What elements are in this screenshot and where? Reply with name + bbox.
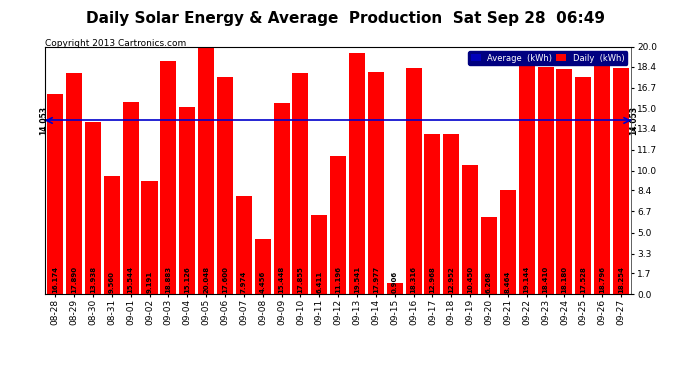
- Bar: [575, 78, 591, 294]
- Text: 17.528: 17.528: [580, 266, 586, 293]
- Bar: [443, 134, 460, 294]
- Bar: [349, 53, 365, 294]
- Text: 15.544: 15.544: [128, 266, 134, 293]
- Text: 9.191: 9.191: [146, 271, 152, 293]
- Text: 14.053: 14.053: [629, 106, 638, 135]
- Text: 12.968: 12.968: [429, 266, 435, 293]
- Bar: [141, 181, 157, 294]
- Text: 18.180: 18.180: [562, 266, 567, 293]
- Text: 18.410: 18.410: [542, 266, 549, 293]
- Text: 17.855: 17.855: [297, 266, 304, 293]
- Text: 10.450: 10.450: [467, 266, 473, 293]
- Text: 7.974: 7.974: [241, 271, 247, 293]
- Text: 15.126: 15.126: [184, 266, 190, 293]
- Bar: [47, 94, 63, 294]
- Bar: [556, 69, 573, 294]
- Bar: [66, 73, 82, 294]
- Text: 15.448: 15.448: [279, 266, 284, 293]
- Bar: [613, 69, 629, 294]
- Bar: [424, 134, 440, 294]
- Text: 18.883: 18.883: [166, 266, 171, 293]
- Bar: [386, 283, 403, 294]
- Text: 18.254: 18.254: [618, 266, 624, 293]
- Bar: [538, 66, 553, 294]
- Bar: [594, 62, 610, 294]
- Text: 13.938: 13.938: [90, 266, 96, 293]
- Text: Copyright 2013 Cartronics.com: Copyright 2013 Cartronics.com: [45, 39, 186, 48]
- Text: 9.560: 9.560: [109, 271, 115, 293]
- Text: 18.796: 18.796: [599, 266, 605, 293]
- Text: 17.977: 17.977: [373, 266, 379, 293]
- Text: 4.456: 4.456: [259, 271, 266, 293]
- Bar: [273, 103, 290, 294]
- Bar: [198, 46, 214, 294]
- Bar: [85, 122, 101, 294]
- Bar: [311, 215, 327, 294]
- Text: 19.144: 19.144: [524, 266, 530, 293]
- Bar: [160, 61, 177, 294]
- Text: 6.411: 6.411: [316, 271, 322, 293]
- Text: 8.464: 8.464: [505, 271, 511, 293]
- Bar: [500, 190, 516, 294]
- Bar: [406, 68, 422, 294]
- Legend: Average  (kWh), Daily  (kWh): Average (kWh), Daily (kWh): [468, 51, 627, 65]
- Text: 17.890: 17.890: [71, 266, 77, 293]
- Bar: [179, 107, 195, 294]
- Bar: [368, 72, 384, 294]
- Text: Daily Solar Energy & Average  Production  Sat Sep 28  06:49: Daily Solar Energy & Average Production …: [86, 11, 604, 26]
- Text: 19.541: 19.541: [354, 266, 360, 293]
- Text: 20.048: 20.048: [203, 266, 209, 293]
- Text: 11.196: 11.196: [335, 266, 341, 293]
- Bar: [462, 165, 478, 294]
- Text: 14.053: 14.053: [39, 106, 48, 135]
- Bar: [481, 217, 497, 294]
- Text: 17.600: 17.600: [222, 266, 228, 293]
- Bar: [236, 196, 252, 294]
- Text: 12.952: 12.952: [448, 266, 454, 293]
- Bar: [519, 57, 535, 294]
- Bar: [123, 102, 139, 294]
- Text: 18.316: 18.316: [411, 266, 417, 293]
- Text: 6.268: 6.268: [486, 271, 492, 293]
- Text: 16.174: 16.174: [52, 266, 58, 293]
- Bar: [330, 156, 346, 294]
- Bar: [104, 176, 120, 294]
- Bar: [293, 74, 308, 294]
- Text: 0.906: 0.906: [392, 271, 397, 293]
- Bar: [255, 239, 270, 294]
- Bar: [217, 76, 233, 294]
